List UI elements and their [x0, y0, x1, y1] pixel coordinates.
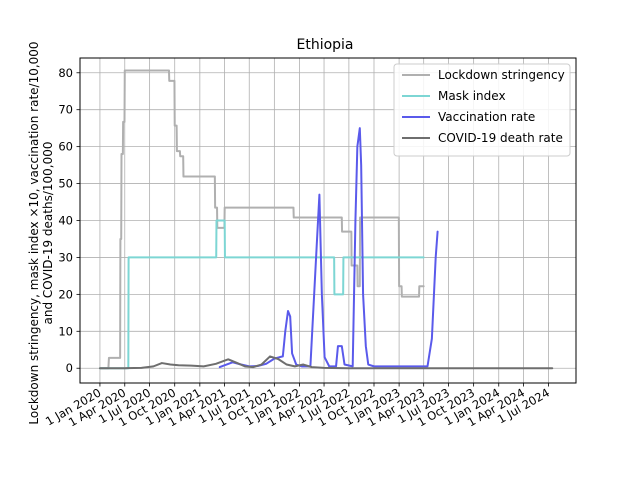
legend: Lockdown stringency Mask index Vaccination… — [393, 63, 571, 157]
gridlines — [80, 58, 576, 383]
y-axis-title-line-1: Lockdown stringency, mask index ×10, vac… — [27, 41, 41, 424]
y-tick-label: 30 — [58, 250, 73, 264]
y-axis-title: Lockdown stringency, mask index ×10, vac… — [27, 41, 55, 424]
y-tick-label: 20 — [58, 287, 73, 301]
legend-label: Lockdown stringency — [438, 68, 565, 82]
legend-box — [393, 63, 571, 157]
legend-label: Vaccination rate — [438, 110, 535, 124]
y-tick-label: 80 — [58, 66, 73, 80]
legend-label: COVID-19 death rate — [438, 131, 563, 145]
y-tick-label: 60 — [58, 140, 73, 154]
y-axis-title-line-2: and COVID-19 deaths/100,000 — [41, 142, 55, 325]
series-line-lockdown-stringency — [98, 69, 425, 370]
series-line-mask-index — [98, 219, 425, 370]
chart-title: Ethiopia — [296, 37, 353, 53]
legend-label: Mask index — [438, 89, 506, 103]
y-tick-label: 10 — [58, 324, 73, 338]
y-tick-label: 70 — [58, 103, 73, 117]
series-lines — [98, 69, 554, 370]
y-tick-label: 40 — [58, 214, 73, 228]
y-tick-label: 0 — [66, 361, 73, 375]
y-tick-label: 50 — [58, 177, 73, 191]
series-line-covid-19-death-rate — [98, 355, 554, 370]
